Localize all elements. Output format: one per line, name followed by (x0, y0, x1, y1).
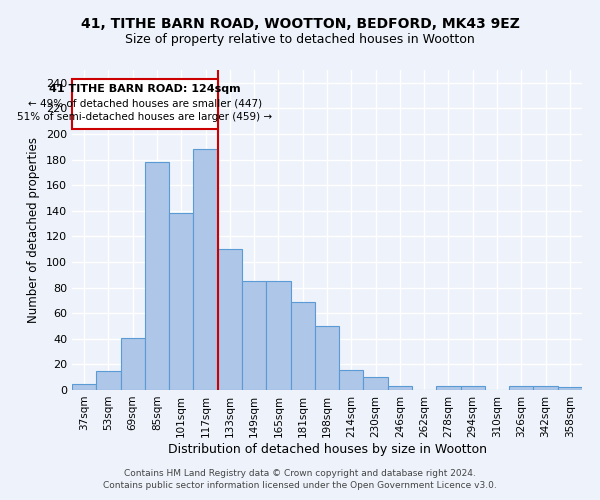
Bar (145, 162, 169, 390)
Text: 41 TITHE BARN ROAD: 124sqm: 41 TITHE BARN ROAD: 124sqm (49, 84, 241, 94)
Text: 41, TITHE BARN ROAD, WOOTTON, BEDFORD, MK43 9EZ: 41, TITHE BARN ROAD, WOOTTON, BEDFORD, M… (80, 18, 520, 32)
Bar (315, 326, 339, 390)
Text: Contains HM Land Registry data © Crown copyright and database right 2024.: Contains HM Land Registry data © Crown c… (124, 468, 476, 477)
Bar (290, 302, 315, 390)
Bar (72, 384, 96, 390)
Bar (218, 249, 242, 390)
Bar (436, 386, 461, 390)
Text: Contains public sector information licensed under the Open Government Licence v3: Contains public sector information licen… (103, 481, 497, 490)
Text: ← 49% of detached houses are smaller (447): ← 49% of detached houses are smaller (44… (28, 98, 262, 108)
Y-axis label: Number of detached properties: Number of detached properties (28, 137, 40, 323)
Bar (169, 214, 193, 390)
Bar (533, 386, 558, 390)
Bar (242, 281, 266, 390)
Bar (339, 370, 364, 390)
X-axis label: Distribution of detached houses by size in Wootton: Distribution of detached houses by size … (167, 442, 487, 456)
Bar (558, 388, 582, 390)
Bar (193, 150, 218, 390)
Bar (121, 338, 145, 390)
Bar (388, 386, 412, 390)
Text: Size of property relative to detached houses in Wootton: Size of property relative to detached ho… (125, 32, 475, 46)
Bar (509, 386, 533, 390)
Text: 51% of semi-detached houses are larger (459) →: 51% of semi-detached houses are larger (… (17, 112, 272, 122)
FancyBboxPatch shape (72, 79, 218, 129)
Bar (364, 377, 388, 390)
Bar (461, 386, 485, 390)
Bar (96, 371, 121, 390)
Bar (266, 281, 290, 390)
